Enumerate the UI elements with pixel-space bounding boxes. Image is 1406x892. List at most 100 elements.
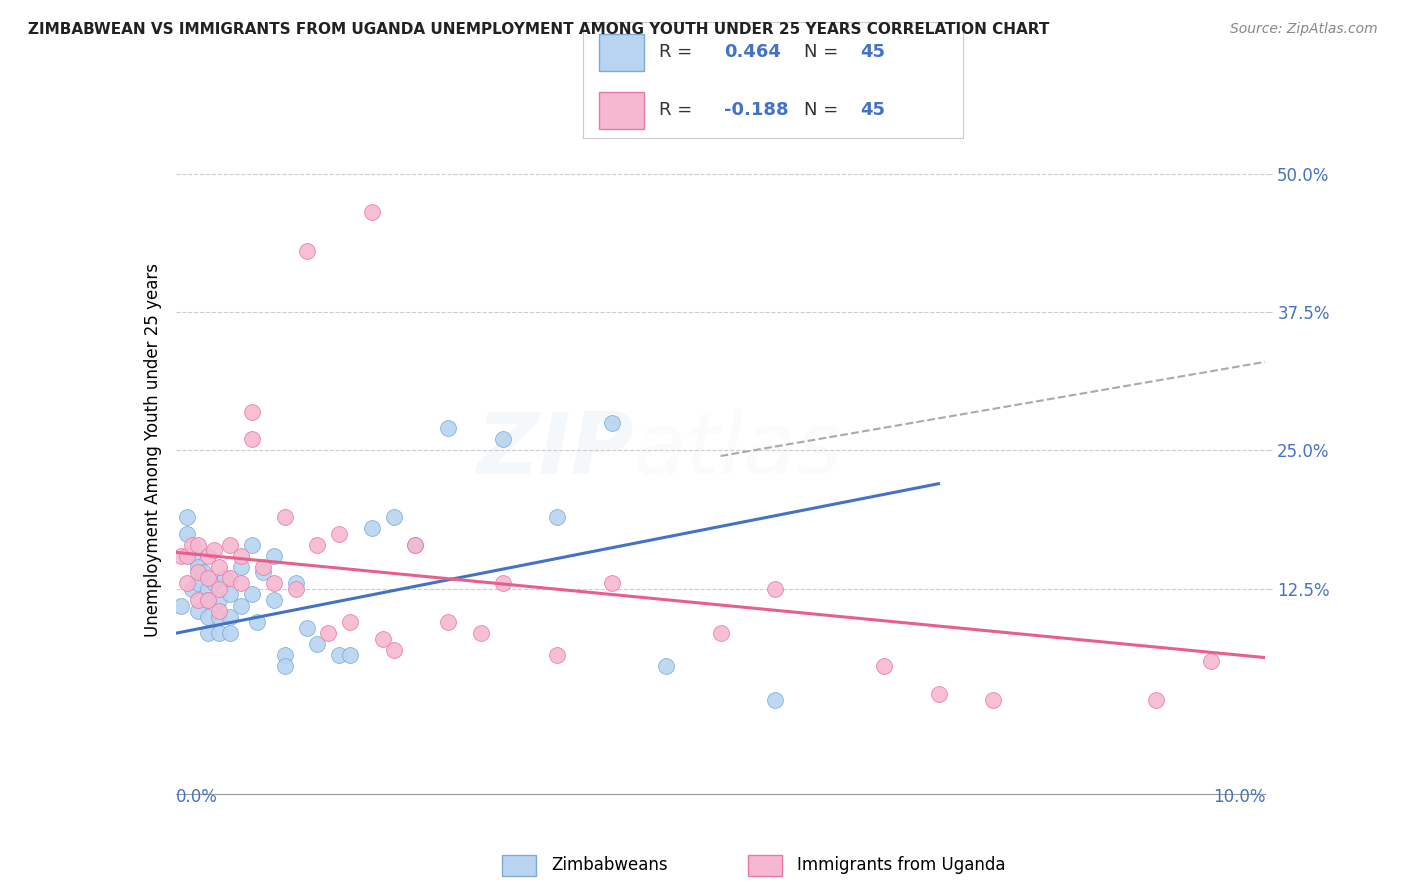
Point [981, 692, 1004, 706]
Point [873, 659, 896, 673]
Point [763, 692, 786, 706]
Point [307, 637, 329, 651]
Point [176, 510, 198, 524]
Point [360, 521, 382, 535]
Point [202, 576, 225, 591]
Point [197, 571, 219, 585]
Point [208, 609, 231, 624]
Point [231, 549, 253, 563]
Point [295, 244, 318, 258]
Point [197, 593, 219, 607]
Point [437, 615, 460, 630]
Point [546, 648, 568, 663]
Point [600, 576, 623, 591]
Point [197, 593, 219, 607]
Point [492, 433, 515, 447]
Point [339, 615, 361, 630]
Point [263, 576, 285, 591]
Point [318, 626, 340, 640]
Point [470, 626, 492, 640]
Point [219, 626, 242, 640]
Point [219, 609, 242, 624]
Point [208, 604, 231, 618]
Text: 0.0%: 0.0% [176, 789, 218, 806]
Text: 45: 45 [860, 44, 886, 62]
Point [274, 659, 297, 673]
Point [437, 421, 460, 435]
Point [263, 549, 285, 563]
Point [170, 599, 193, 613]
FancyBboxPatch shape [599, 34, 644, 71]
Point [208, 559, 231, 574]
Point [240, 405, 263, 419]
Point [252, 559, 274, 574]
Point [284, 576, 307, 591]
Point [231, 576, 253, 591]
Text: 0.464: 0.464 [724, 44, 780, 62]
Point [252, 566, 274, 580]
Text: R =: R = [659, 44, 699, 62]
FancyBboxPatch shape [502, 855, 537, 876]
Text: -0.188: -0.188 [724, 102, 789, 120]
Text: Zimbabweans: Zimbabweans [551, 856, 668, 874]
Point [263, 593, 285, 607]
Point [710, 626, 733, 640]
Point [246, 615, 269, 630]
Point [382, 643, 405, 657]
Text: R =: R = [659, 102, 699, 120]
Point [170, 549, 193, 563]
Text: N =: N = [804, 102, 844, 120]
Point [208, 626, 231, 640]
Text: 45: 45 [860, 102, 886, 120]
Point [382, 510, 405, 524]
FancyBboxPatch shape [599, 92, 644, 129]
Point [405, 538, 427, 552]
Point [219, 587, 242, 601]
Point [928, 687, 950, 701]
Point [546, 510, 568, 524]
Point [186, 593, 209, 607]
Point [181, 549, 204, 563]
Point [191, 566, 214, 580]
Point [284, 582, 307, 596]
Point [186, 604, 209, 618]
Point [328, 526, 350, 541]
Text: Source: ZipAtlas.com: Source: ZipAtlas.com [1230, 22, 1378, 37]
Text: atlas: atlas [633, 409, 841, 492]
Point [231, 559, 253, 574]
Text: ZIMBABWEAN VS IMMIGRANTS FROM UGANDA UNEMPLOYMENT AMONG YOUTH UNDER 25 YEARS COR: ZIMBABWEAN VS IMMIGRANTS FROM UGANDA UNE… [28, 22, 1049, 37]
Point [655, 659, 678, 673]
Point [197, 626, 219, 640]
Text: Immigrants from Uganda: Immigrants from Uganda [797, 856, 1005, 874]
Point [328, 648, 350, 663]
Point [181, 582, 204, 596]
Y-axis label: Unemployment Among Youth under 25 years: Unemployment Among Youth under 25 years [143, 263, 162, 638]
Point [176, 576, 198, 591]
Point [492, 576, 515, 591]
Point [1199, 654, 1222, 668]
Point [307, 538, 329, 552]
Point [186, 566, 209, 580]
Point [600, 416, 623, 430]
Point [197, 582, 219, 596]
Point [176, 526, 198, 541]
Point [219, 571, 242, 585]
Point [339, 648, 361, 663]
Point [240, 587, 263, 601]
Point [176, 549, 198, 563]
Point [186, 559, 209, 574]
Text: ZIP: ZIP [475, 409, 633, 492]
Point [186, 576, 209, 591]
Point [371, 632, 394, 646]
Point [214, 571, 236, 585]
Point [274, 648, 297, 663]
Text: 10.0%: 10.0% [1213, 789, 1265, 806]
Point [186, 538, 209, 552]
Point [208, 582, 231, 596]
Point [181, 538, 204, 552]
Point [360, 205, 382, 219]
Point [274, 510, 297, 524]
Point [208, 593, 231, 607]
Point [231, 599, 253, 613]
Point [763, 582, 786, 596]
